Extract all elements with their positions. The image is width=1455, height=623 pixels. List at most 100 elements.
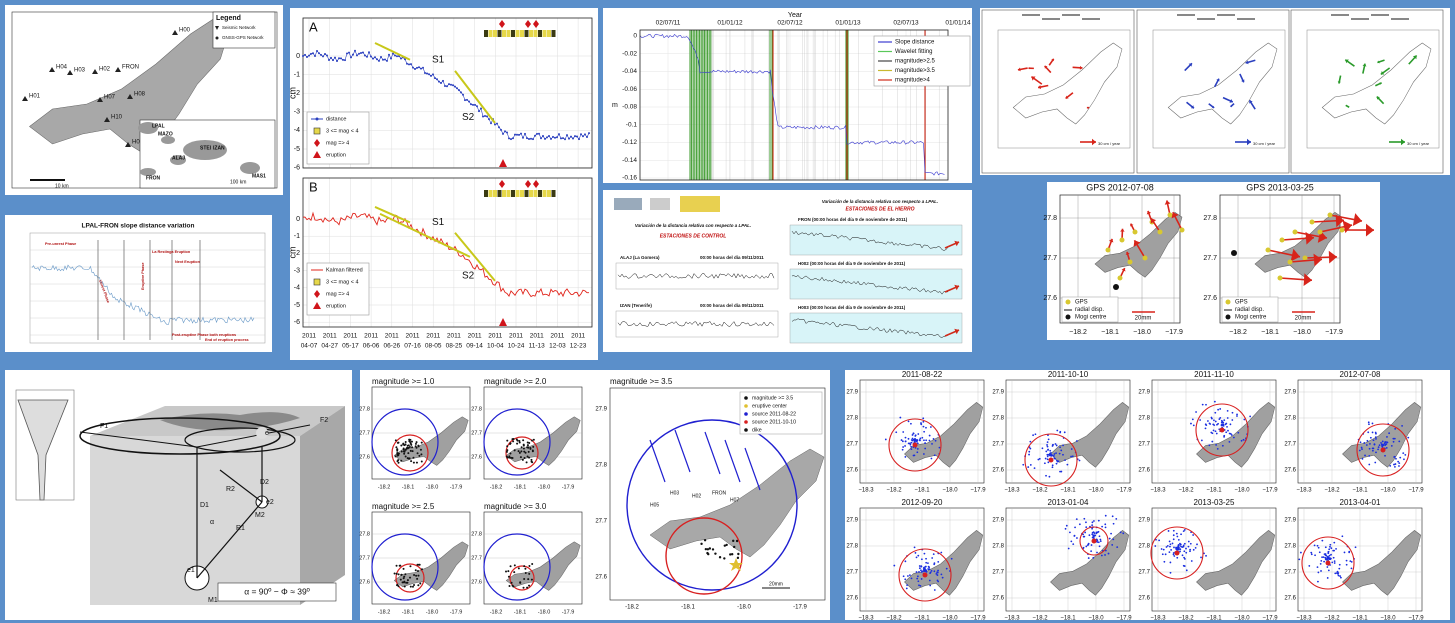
event	[1316, 566, 1319, 569]
event	[1317, 580, 1319, 583]
event	[1333, 562, 1336, 564]
event-marker	[511, 190, 515, 197]
event	[1230, 434, 1233, 436]
event	[905, 587, 908, 590]
event	[1335, 547, 1337, 550]
event	[1313, 544, 1316, 547]
event	[508, 584, 511, 587]
point	[424, 72, 426, 75]
point	[518, 133, 520, 136]
arrow-head	[1146, 210, 1152, 215]
event	[1219, 416, 1222, 419]
label: H003 (00:00 horas del día 9 de noviembre…	[798, 305, 906, 310]
label: 01/01/14	[945, 20, 971, 27]
event	[1236, 413, 1238, 416]
label: 27.9	[992, 518, 1004, 524]
caption-line	[1331, 14, 1349, 16]
event	[1213, 400, 1216, 403]
event	[420, 453, 423, 456]
event	[505, 570, 508, 573]
event	[525, 461, 528, 464]
event	[921, 436, 924, 439]
event	[1317, 546, 1320, 549]
point	[534, 134, 536, 137]
event	[513, 571, 516, 574]
event	[1364, 454, 1366, 457]
point	[516, 133, 518, 136]
source	[1325, 560, 1331, 566]
event	[932, 553, 935, 556]
label: 2011	[468, 333, 482, 340]
station	[49, 67, 55, 72]
event	[920, 558, 923, 561]
point	[340, 57, 342, 60]
event	[910, 577, 913, 580]
label: −18.2	[1032, 488, 1048, 494]
event	[884, 438, 887, 441]
label: −18.1	[1206, 488, 1222, 494]
event-marker	[533, 30, 538, 37]
point	[504, 130, 506, 133]
event	[1321, 539, 1324, 542]
label: −18.0	[1380, 488, 1396, 494]
event	[902, 575, 905, 578]
event	[395, 572, 398, 575]
event	[1185, 547, 1187, 550]
label: GPS 2012-07-08	[1086, 182, 1154, 192]
event	[1217, 422, 1219, 425]
label: magnitude >= 2.0	[484, 377, 547, 386]
label: IZAN	[213, 145, 225, 151]
legend-icon	[313, 278, 321, 286]
label: ALAJ (La Gomera)	[620, 255, 660, 260]
event	[1104, 523, 1107, 526]
event	[924, 569, 926, 572]
station	[125, 142, 131, 147]
event	[1217, 408, 1220, 411]
event	[1223, 419, 1226, 422]
label: 01/01/13	[835, 20, 861, 27]
point	[528, 137, 530, 140]
caption-line	[1351, 18, 1369, 20]
event	[910, 441, 913, 444]
event	[1176, 556, 1179, 559]
source-circle	[898, 548, 952, 602]
label: 05-17	[342, 343, 359, 350]
event	[1345, 563, 1348, 566]
point	[416, 66, 418, 69]
label: Slope distance	[895, 40, 935, 46]
event	[1192, 534, 1195, 536]
event	[1078, 459, 1081, 462]
event	[928, 579, 931, 582]
event	[1369, 436, 1372, 439]
event	[1060, 449, 1063, 452]
arrow-head	[1412, 55, 1417, 60]
point	[540, 137, 542, 140]
point	[324, 52, 326, 55]
event	[403, 452, 406, 455]
event	[1111, 544, 1114, 546]
label: LPAL	[152, 123, 165, 129]
label: −18.3	[858, 488, 874, 494]
event	[402, 567, 405, 570]
event	[913, 546, 916, 549]
label: GPS	[1235, 300, 1248, 306]
label: 27.7	[1043, 255, 1057, 262]
label: Wavelet fitting	[895, 49, 932, 55]
event	[1108, 537, 1111, 540]
point	[332, 59, 334, 62]
event	[506, 439, 509, 442]
event	[527, 578, 530, 581]
event	[1183, 550, 1186, 553]
event	[1190, 422, 1192, 425]
arrow-head	[1290, 248, 1300, 262]
event	[1171, 542, 1174, 545]
event	[902, 446, 905, 448]
event	[919, 437, 922, 440]
trace	[31, 264, 255, 325]
event	[900, 439, 903, 441]
event	[730, 552, 734, 556]
event	[1155, 538, 1157, 541]
event	[918, 565, 921, 567]
vector	[196, 424, 311, 448]
event	[526, 444, 529, 447]
